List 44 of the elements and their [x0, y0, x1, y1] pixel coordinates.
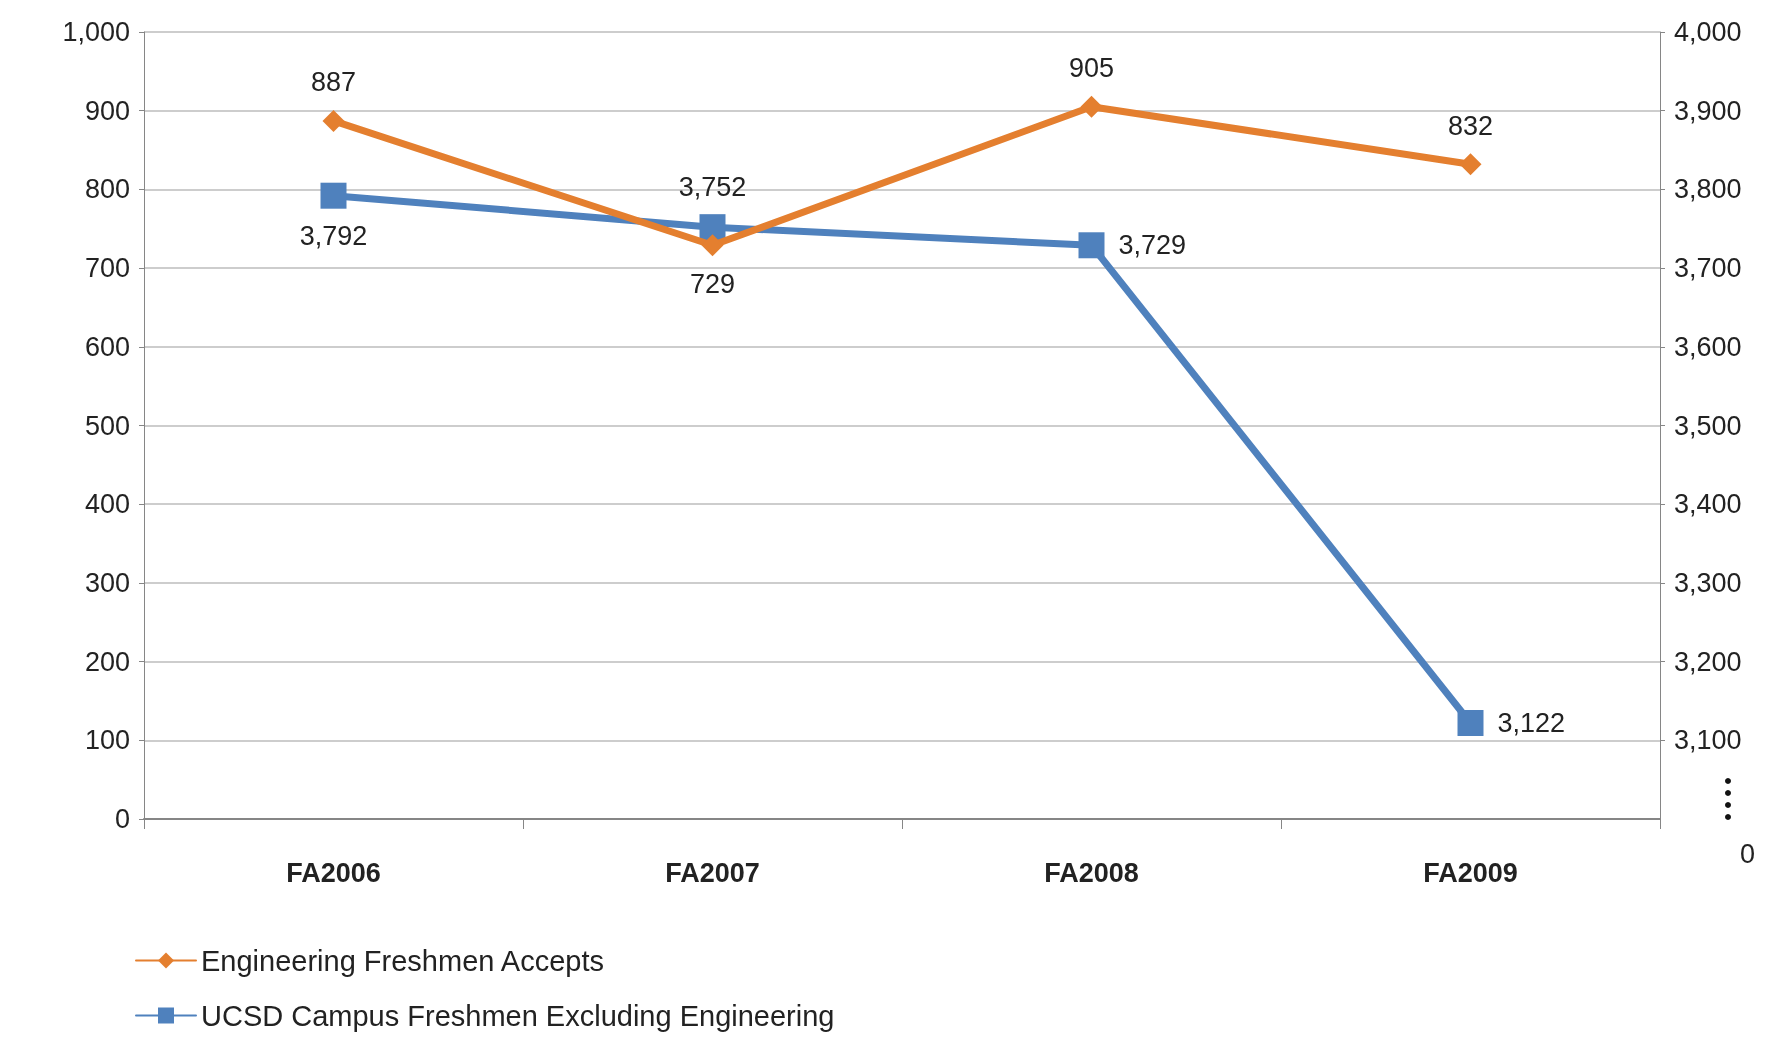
x-tick-label: FA2007: [665, 857, 760, 888]
point: [1457, 709, 1484, 736]
y2-tick-label: 3,300: [1674, 567, 1742, 598]
data-label: 729: [689, 268, 736, 299]
point: [701, 234, 724, 257]
y-tick-label: 400: [84, 489, 130, 520]
y-tick-label: 800: [84, 174, 130, 205]
y-tick-label: 600: [84, 331, 130, 362]
data-label: 3,752: [678, 171, 747, 202]
data-label: 832: [1447, 110, 1494, 141]
y2-tick-label: 3,400: [1674, 489, 1742, 520]
point: [699, 214, 726, 241]
y2-tick-label: 3,100: [1674, 725, 1742, 756]
y-tick-label: 200: [84, 646, 130, 677]
point: [322, 109, 345, 132]
legend-label: Engineering Freshmen Accepts: [201, 944, 604, 977]
y-tick-label: 700: [84, 253, 130, 284]
y2-tick-label: 3,200: [1674, 646, 1742, 677]
data-label: 3,729: [1118, 230, 1187, 261]
text: 0: [1739, 838, 1756, 869]
y-tick-label: 100: [84, 725, 130, 756]
x-tick-label: FA2009: [1423, 857, 1518, 888]
data-label: 3,792: [299, 221, 368, 252]
y2-tick-label: 3,500: [1674, 410, 1742, 441]
y-tick-label: 0: [114, 804, 130, 834]
data-label: 3,122: [1497, 707, 1566, 738]
x-tick-label: FA2006: [286, 857, 381, 888]
y2-tick-label: 4,000: [1674, 17, 1742, 47]
y-tick-label: 500: [84, 410, 130, 441]
y2-tick-label: 3,900: [1674, 95, 1742, 126]
y-tick-label: 900: [84, 95, 130, 126]
point: [1459, 153, 1482, 176]
y2-tick-label: 3,800: [1674, 174, 1742, 205]
data-label: 887: [310, 67, 357, 98]
y2-tick-label: 3,700: [1674, 253, 1742, 284]
data-label: 905: [1068, 53, 1115, 84]
y2-tick-label: 3,600: [1674, 331, 1742, 362]
point: [320, 182, 347, 209]
point: [1078, 232, 1105, 259]
legend-label: UCSD Campus Freshmen Excluding Engineering: [201, 999, 835, 1032]
y-tick-label: 300: [84, 567, 130, 598]
point: [1080, 95, 1103, 118]
x-tick-label: FA2008: [1044, 857, 1139, 888]
y-tick-label: 1,000: [62, 17, 130, 47]
